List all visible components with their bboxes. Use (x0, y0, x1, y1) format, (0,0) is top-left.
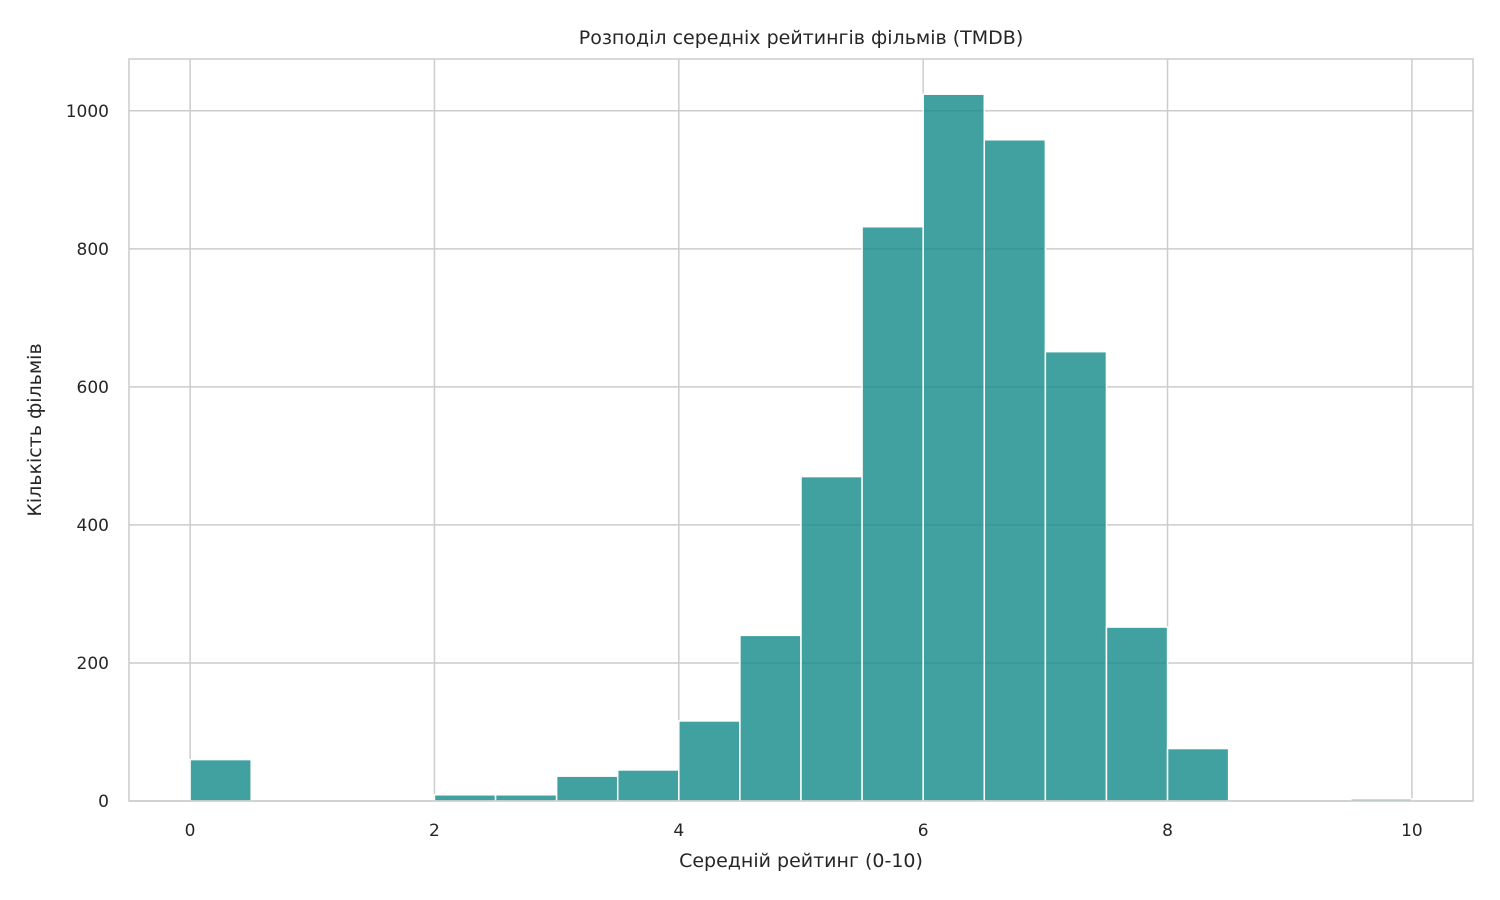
x-tick-label: 8 (1162, 821, 1173, 841)
y-tick-label: 1000 (66, 102, 109, 122)
plot-frame (128, 58, 1474, 802)
histogram-bar (189, 758, 252, 802)
histogram-bar (922, 93, 986, 802)
histogram-bar (678, 720, 741, 802)
histogram-bar (983, 139, 1047, 802)
tick-labels: 0 2 4 6 8 10 0 200 400 600 800 1000 (66, 102, 1423, 841)
x-tick-label: 10 (1401, 821, 1423, 841)
x-tick-label: 2 (429, 821, 440, 841)
histogram-bar (433, 794, 497, 802)
x-tick-label: 0 (185, 821, 196, 841)
y-tick-label: 600 (77, 378, 109, 398)
y-tick-label: 200 (77, 654, 109, 674)
x-tick-label: 4 (673, 821, 684, 841)
histogram-bar (616, 769, 680, 802)
y-axis-title: Кількість фільмів (24, 343, 46, 516)
histogram-bar (1044, 350, 1108, 802)
histogram-bar (861, 225, 924, 802)
histogram-bars (189, 93, 1413, 802)
x-tick-label: 6 (918, 821, 929, 841)
histogram-bar (739, 634, 802, 802)
histogram-bar (1166, 747, 1230, 802)
histogram-bar (1105, 626, 1169, 802)
histogram-bar (800, 475, 863, 802)
y-tick-label: 400 (77, 516, 109, 536)
histogram-bar (494, 794, 558, 802)
x-axis-title: Середній рейтинг (0-10) (679, 850, 923, 872)
chart-title: Розподіл середніх рейтингів фільмів (TMD… (579, 27, 1023, 49)
histogram-bar (555, 775, 619, 802)
y-tick-label: 800 (77, 240, 109, 260)
y-tick-label: 0 (98, 792, 109, 812)
